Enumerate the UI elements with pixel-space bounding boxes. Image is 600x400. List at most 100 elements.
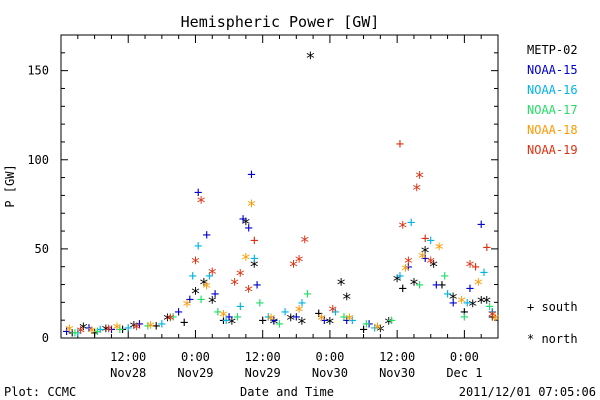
data-point: +: [460, 304, 468, 320]
data-point: *: [316, 311, 326, 331]
data-point: +: [197, 292, 205, 308]
data-point: +: [371, 320, 379, 336]
data-point: +: [236, 299, 244, 315]
data-point: *: [465, 258, 475, 278]
data-point: +: [85, 320, 93, 336]
data-point: +: [68, 326, 76, 342]
data-point: +: [211, 286, 219, 302]
data-point: +: [331, 304, 339, 320]
data-point: +: [144, 319, 152, 335]
data-point: +: [427, 233, 435, 249]
x-tick-label: 12:00: [379, 350, 415, 364]
data-point: +: [359, 322, 367, 338]
x-tick-label: 12:00: [245, 350, 281, 364]
data-point: *: [294, 302, 304, 322]
data-point: *: [434, 240, 444, 260]
data-point: +: [180, 315, 188, 331]
data-point: *: [344, 311, 354, 331]
data-point: *: [235, 267, 245, 287]
data-point: *: [199, 276, 209, 296]
data-point: +: [348, 313, 356, 329]
x-tick-label: 0:00: [450, 350, 479, 364]
data-point: *: [448, 290, 458, 310]
data-point: *: [288, 258, 298, 278]
legend-entry: NOAA-15: [527, 63, 578, 77]
data-point: +: [174, 304, 182, 320]
y-axis-label: P [GW]: [3, 164, 17, 207]
data-point: *: [384, 315, 394, 335]
data-point: +: [253, 278, 261, 294]
legend: METP-02 NOAA-15 NOAA-16 NOAA-17 NOAA-18 NOAA-…: [527, 43, 578, 157]
x-tick-date-label: Dec 1: [446, 366, 482, 380]
data-point: +: [250, 251, 258, 267]
data-point: *: [400, 261, 410, 281]
data-point: *: [190, 254, 200, 274]
legend-entry: NOAA-18: [527, 123, 578, 137]
data-point: +: [396, 137, 404, 153]
data-point: *: [218, 308, 228, 328]
data-point: *: [64, 322, 74, 342]
data-point: +: [298, 295, 306, 311]
data-point: +: [275, 317, 283, 333]
data-point: *: [75, 324, 85, 344]
data-point: *: [414, 169, 424, 189]
data-point: *: [241, 251, 251, 271]
footer-credit: Plot: CCMC: [4, 385, 76, 399]
legend-entry: METP-02: [527, 43, 578, 57]
data-point: +: [441, 269, 449, 285]
legend-entry: NOAA-17: [527, 103, 578, 117]
data-point: +: [256, 295, 264, 311]
data-point: +: [124, 320, 132, 336]
footer-timestamp: 2011/12/01 07:05:06: [459, 385, 596, 399]
data-point: +: [480, 265, 488, 281]
data-point: +: [449, 295, 457, 311]
data-point: +: [404, 260, 412, 276]
data-point: +: [194, 238, 202, 254]
data-point: +: [194, 185, 202, 201]
data-point: +: [365, 317, 373, 333]
marker-legend-entry: + south: [527, 300, 578, 314]
data-point: +: [281, 304, 289, 320]
data-point: +: [443, 286, 451, 302]
data-point: *: [230, 276, 240, 296]
data-point: *: [190, 284, 200, 304]
data-point: +: [225, 310, 233, 326]
chart-title: Hemispheric Power [GW]: [181, 13, 380, 31]
data-point: *: [246, 197, 256, 217]
x-tick-date-label: Nov28: [110, 366, 146, 380]
data-point: +: [74, 326, 82, 342]
data-point: *: [428, 258, 438, 278]
data-point: *: [476, 293, 486, 313]
data-point: +: [270, 313, 278, 329]
data-point: +: [399, 281, 407, 297]
data-point: +: [118, 322, 126, 338]
data-point: +: [90, 326, 98, 342]
data-point: +: [62, 324, 70, 340]
y-tick-label: 50: [35, 242, 49, 256]
data-point: *: [269, 315, 279, 335]
data-point: +: [169, 310, 177, 326]
data-point: *: [403, 254, 413, 274]
data-point: +: [205, 269, 213, 285]
data-point: +: [438, 278, 446, 294]
data-point: +: [135, 317, 143, 333]
data-point: +: [488, 310, 496, 326]
data-point: +: [264, 310, 272, 326]
data-point: +: [340, 310, 348, 326]
data-point: +: [219, 313, 227, 329]
data-point: +: [314, 306, 322, 322]
data-point: +: [421, 251, 429, 267]
data-point: +: [488, 304, 496, 320]
x-tick-label: 0:00: [315, 350, 344, 364]
data-point: *: [162, 311, 172, 331]
marker-legend-entry: * north: [527, 332, 578, 346]
data-point: *: [132, 320, 142, 340]
data-point: *: [196, 194, 206, 214]
data-point: +: [415, 278, 423, 294]
data-point: *: [300, 233, 310, 253]
data-point: *: [409, 276, 419, 296]
data-point: *: [227, 315, 237, 335]
data-point: *: [146, 318, 156, 338]
data-point: *: [482, 293, 492, 313]
